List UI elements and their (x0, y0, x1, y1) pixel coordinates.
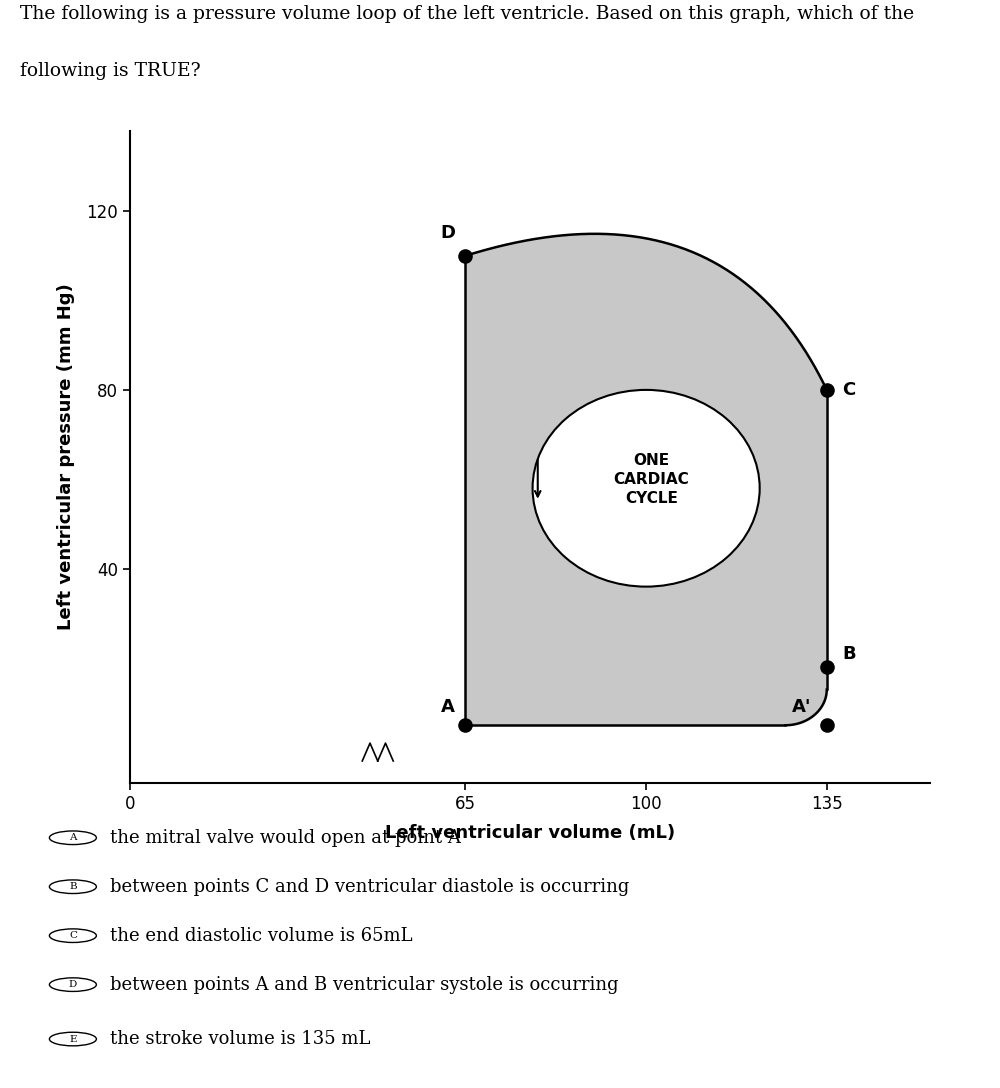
Text: the end diastolic volume is 65mL: the end diastolic volume is 65mL (110, 927, 413, 944)
Text: A: A (69, 833, 77, 842)
Polygon shape (465, 234, 827, 726)
Point (819, 717, 835, 734)
Text: E: E (69, 1035, 77, 1043)
Text: A': A' (792, 698, 811, 716)
Text: B: B (842, 644, 856, 663)
Circle shape (49, 978, 96, 991)
Text: C: C (69, 931, 77, 940)
Circle shape (49, 880, 96, 893)
Text: ONE
CARDIAC
CYCLE: ONE CARDIAC CYCLE (613, 453, 689, 506)
Text: The following is a pressure volume loop of the left ventricle. Based on this gra: The following is a pressure volume loop … (20, 5, 914, 24)
Circle shape (49, 1033, 96, 1046)
Text: D: D (69, 980, 77, 989)
Circle shape (49, 831, 96, 844)
Point (819, 658, 835, 676)
Circle shape (533, 390, 760, 586)
Point (819, 381, 835, 398)
Text: B: B (69, 882, 77, 891)
Y-axis label: Left ventricular pressure (mm Hg): Left ventricular pressure (mm Hg) (57, 284, 75, 630)
Text: between points C and D ventricular diastole is occurring: between points C and D ventricular diast… (110, 878, 630, 895)
Point (457, 717, 473, 734)
Text: the stroke volume is 135 mL: the stroke volume is 135 mL (110, 1030, 371, 1048)
Text: C: C (842, 381, 856, 399)
Text: the mitral valve would open at point A: the mitral valve would open at point A (110, 829, 461, 846)
X-axis label: Left ventricular volume (mL): Left ventricular volume (mL) (385, 825, 675, 842)
Text: between points A and B ventricular systole is occurring: between points A and B ventricular systo… (110, 976, 619, 993)
Text: D: D (440, 224, 455, 243)
Text: A: A (441, 698, 455, 716)
Point (457, 247, 473, 264)
Text: following is TRUE?: following is TRUE? (20, 62, 201, 81)
Circle shape (49, 929, 96, 942)
